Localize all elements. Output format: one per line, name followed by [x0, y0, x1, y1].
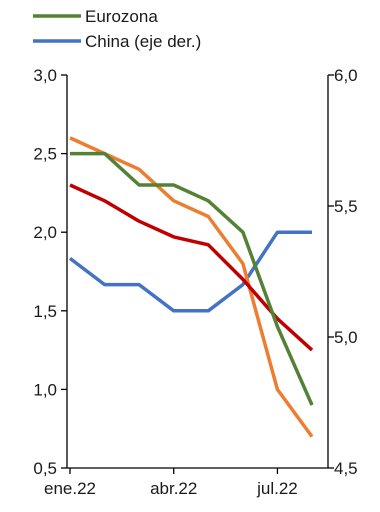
legend-item-eurozona: Eurozona: [33, 7, 158, 26]
left-y-tick-label: 3,0: [33, 66, 57, 85]
right-y-tick-label: 5,5: [334, 197, 358, 216]
axes: [61, 74, 334, 474]
series-line-china-eje-der: [68, 230, 312, 313]
x-tick-label: ene.22: [44, 479, 96, 498]
legend-label: Eurozona: [85, 7, 158, 26]
legend-item-china-eje-der: China (eje der.): [33, 32, 201, 51]
left-y-tick-label: 1,0: [33, 380, 57, 399]
left-y-tick-label: 2,5: [33, 145, 57, 164]
legend: Eurozona China (eje der.): [33, 7, 201, 51]
left-y-tick-label: 2,0: [33, 223, 57, 242]
left-y-tick-label: 0,5: [33, 459, 57, 478]
legend-label: China (eje der.): [85, 32, 201, 51]
series-group: [68, 136, 314, 438]
left-y-tick-label: 1,5: [33, 302, 57, 321]
right-y-tick-label: 5,0: [334, 328, 358, 347]
x-tick-label: jul.22: [256, 479, 298, 498]
right-y-tick-label: 4,5: [334, 459, 358, 478]
series-line-eurozona: [70, 151, 314, 406]
series-line-unnamed-2: [69, 136, 314, 438]
right-y-tick-label: 6,0: [334, 66, 358, 85]
tick-labels: 0,5 1,0 1,5 2,0 2,5 3,0 4,5 5,0 5,5 6,0 ene.22 abr.…: [33, 66, 357, 498]
x-tick-label: abr.22: [150, 479, 197, 498]
